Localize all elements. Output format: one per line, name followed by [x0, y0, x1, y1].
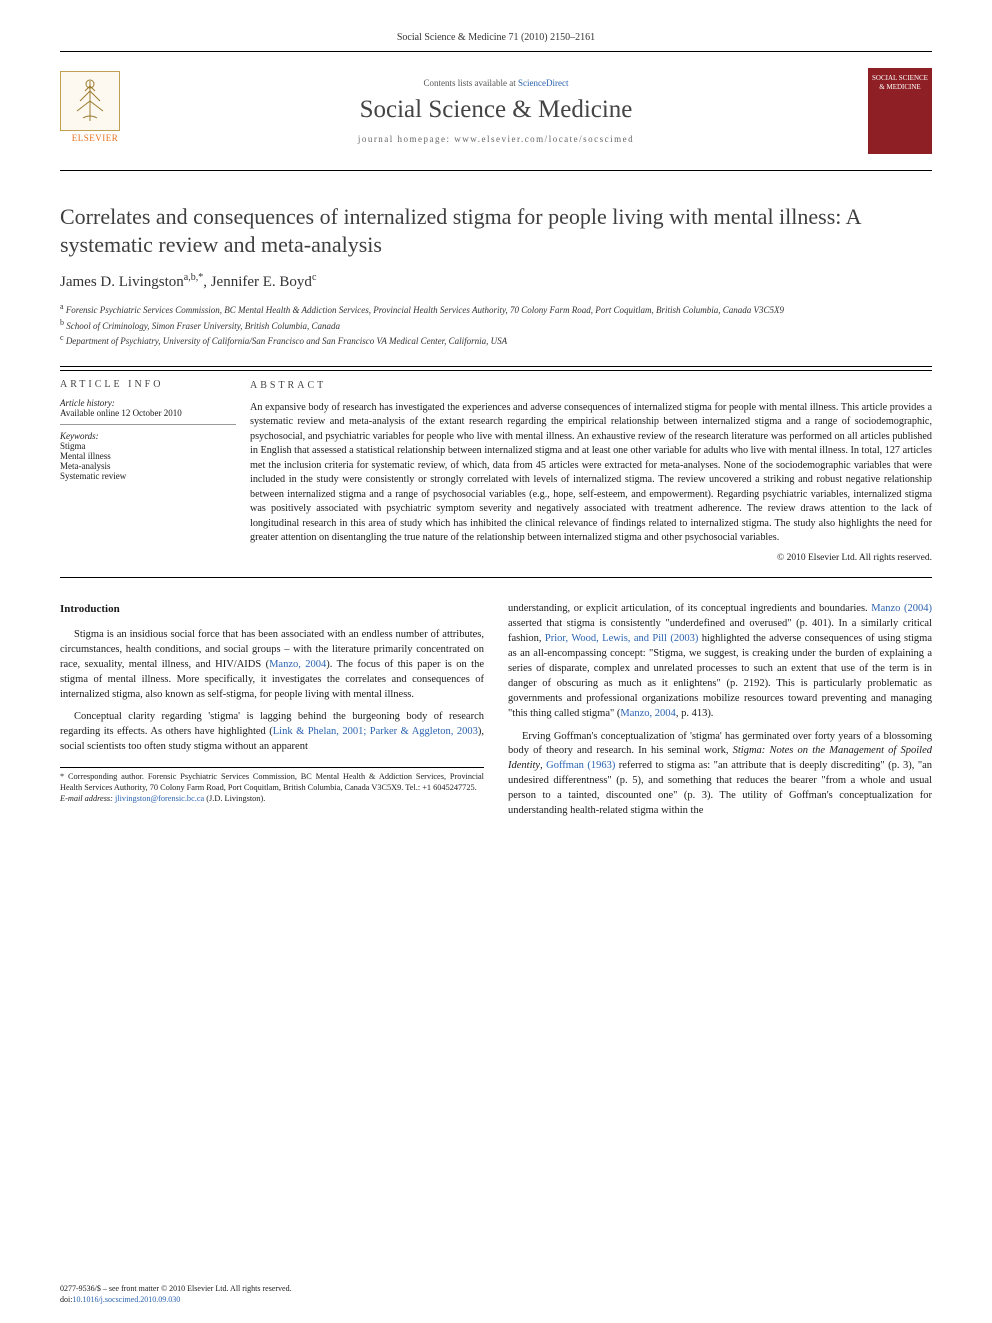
- citation-goffman-1963[interactable]: Goffman (1963): [546, 760, 615, 771]
- article-info: ARTICLE INFO Article history: Available …: [60, 367, 250, 578]
- page-footer: 0277-9536/$ – see front matter © 2010 El…: [60, 1284, 292, 1305]
- doi-link[interactable]: 10.1016/j.socscimed.2010.09.030: [72, 1295, 180, 1304]
- author-list: James D. Livingstona,b,*, Jennifer E. Bo…: [60, 272, 932, 291]
- journal-homepage: journal homepage: www.elsevier.com/locat…: [140, 134, 852, 144]
- paragraph-1: Stigma is an insidious social force that…: [60, 628, 484, 703]
- paragraph-4: Erving Goffman's conceptualization of 's…: [508, 730, 932, 819]
- sciencedirect-link[interactable]: ScienceDirect: [518, 78, 568, 88]
- abstract-heading: ABSTRACT: [250, 379, 932, 393]
- history-label: Article history:: [60, 398, 236, 408]
- keyword-1: Mental illness: [60, 451, 236, 461]
- paragraph-3: understanding, or explicit articulation,…: [508, 602, 932, 721]
- journal-masthead: ELSEVIER Contents lists available at Sci…: [60, 51, 932, 171]
- abstract-copyright: © 2010 Elsevier Ltd. All rights reserved…: [250, 552, 932, 565]
- keyword-2: Meta-analysis: [60, 461, 236, 471]
- footer-doi-line: doi:10.1016/j.socscimed.2010.09.030: [60, 1295, 292, 1305]
- author-1-sup: a,b,*: [184, 272, 203, 283]
- affiliation-c: c Department of Psychiatry, University o…: [60, 332, 932, 348]
- publisher-logo-block: ELSEVIER: [60, 71, 140, 151]
- citation-manzo-2004[interactable]: Manzo, 2004: [269, 659, 326, 670]
- history-value: Available online 12 October 2010: [60, 408, 236, 418]
- elsevier-tree-icon: [60, 71, 120, 131]
- citation-prior-2003[interactable]: Prior, Wood, Lewis, and Pill (2003): [545, 633, 698, 644]
- affiliation-a: a Forensic Psychiatric Services Commissi…: [60, 301, 932, 317]
- corresponding-author-note: * Corresponding author. Forensic Psychia…: [60, 767, 484, 804]
- citation-link-phelan-parker[interactable]: Link & Phelan, 2001; Parker & Aggleton, …: [273, 726, 478, 737]
- contents-available-line: Contents lists available at ScienceDirec…: [140, 78, 852, 88]
- keywords-block: Keywords: Stigma Mental illness Meta-ana…: [60, 431, 236, 487]
- info-abstract-block: ARTICLE INFO Article history: Available …: [60, 366, 932, 579]
- author-1-name: James D. Livingston: [60, 274, 184, 290]
- abstract: ABSTRACT An expansive body of research h…: [250, 367, 932, 578]
- keyword-0: Stigma: [60, 441, 236, 451]
- corr-email[interactable]: jlivingston@forensic.bc.ca: [115, 794, 204, 803]
- corr-text: Corresponding author. Forensic Psychiatr…: [60, 772, 484, 792]
- article-info-heading: ARTICLE INFO: [60, 379, 236, 390]
- corr-email-suffix: (J.D. Livingston).: [204, 794, 265, 803]
- keywords-label: Keywords:: [60, 431, 236, 441]
- column-left: Introduction Stigma is an insidious soci…: [60, 602, 484, 827]
- journal-cover-thumbnail: SOCIAL SCIENCE & MEDICINE: [868, 68, 932, 154]
- article-history: Article history: Available online 12 Oct…: [60, 398, 236, 425]
- journal-name: Social Science & Medicine: [140, 96, 852, 124]
- footer-copyright: 0277-9536/$ – see front matter © 2010 El…: [60, 1284, 292, 1294]
- masthead-center: Contents lists available at ScienceDirec…: [140, 78, 852, 144]
- column-right: understanding, or explicit articulation,…: [508, 602, 932, 827]
- citation-manzo-2004c[interactable]: Manzo, 2004: [620, 708, 675, 719]
- affiliations: a Forensic Psychiatric Services Commissi…: [60, 301, 932, 348]
- paragraph-2: Conceptual clarity regarding 'stigma' is…: [60, 710, 484, 755]
- abstract-text: An expansive body of research has invest…: [250, 401, 932, 546]
- email-label: E-mail address:: [60, 794, 115, 803]
- article-title: Correlates and consequences of internali…: [60, 203, 932, 258]
- keyword-3: Systematic review: [60, 471, 236, 481]
- elsevier-label: ELSEVIER: [60, 133, 130, 143]
- contents-prefix: Contents lists available at: [424, 78, 518, 88]
- author-2-sup: c: [312, 272, 316, 283]
- corr-star: *: [60, 772, 68, 781]
- masthead-right: SOCIAL SCIENCE & MEDICINE: [852, 68, 932, 154]
- citation-manzo-2004b[interactable]: Manzo (2004): [871, 603, 932, 614]
- body-columns: Introduction Stigma is an insidious soci…: [60, 602, 932, 827]
- affiliation-b: b School of Criminology, Simon Fraser Un…: [60, 317, 932, 333]
- elsevier-logo: ELSEVIER: [60, 71, 130, 151]
- running-head: Social Science & Medicine 71 (2010) 2150…: [60, 32, 932, 43]
- author-2-name: Jennifer E. Boyd: [211, 274, 312, 290]
- section-heading-introduction: Introduction: [60, 602, 484, 618]
